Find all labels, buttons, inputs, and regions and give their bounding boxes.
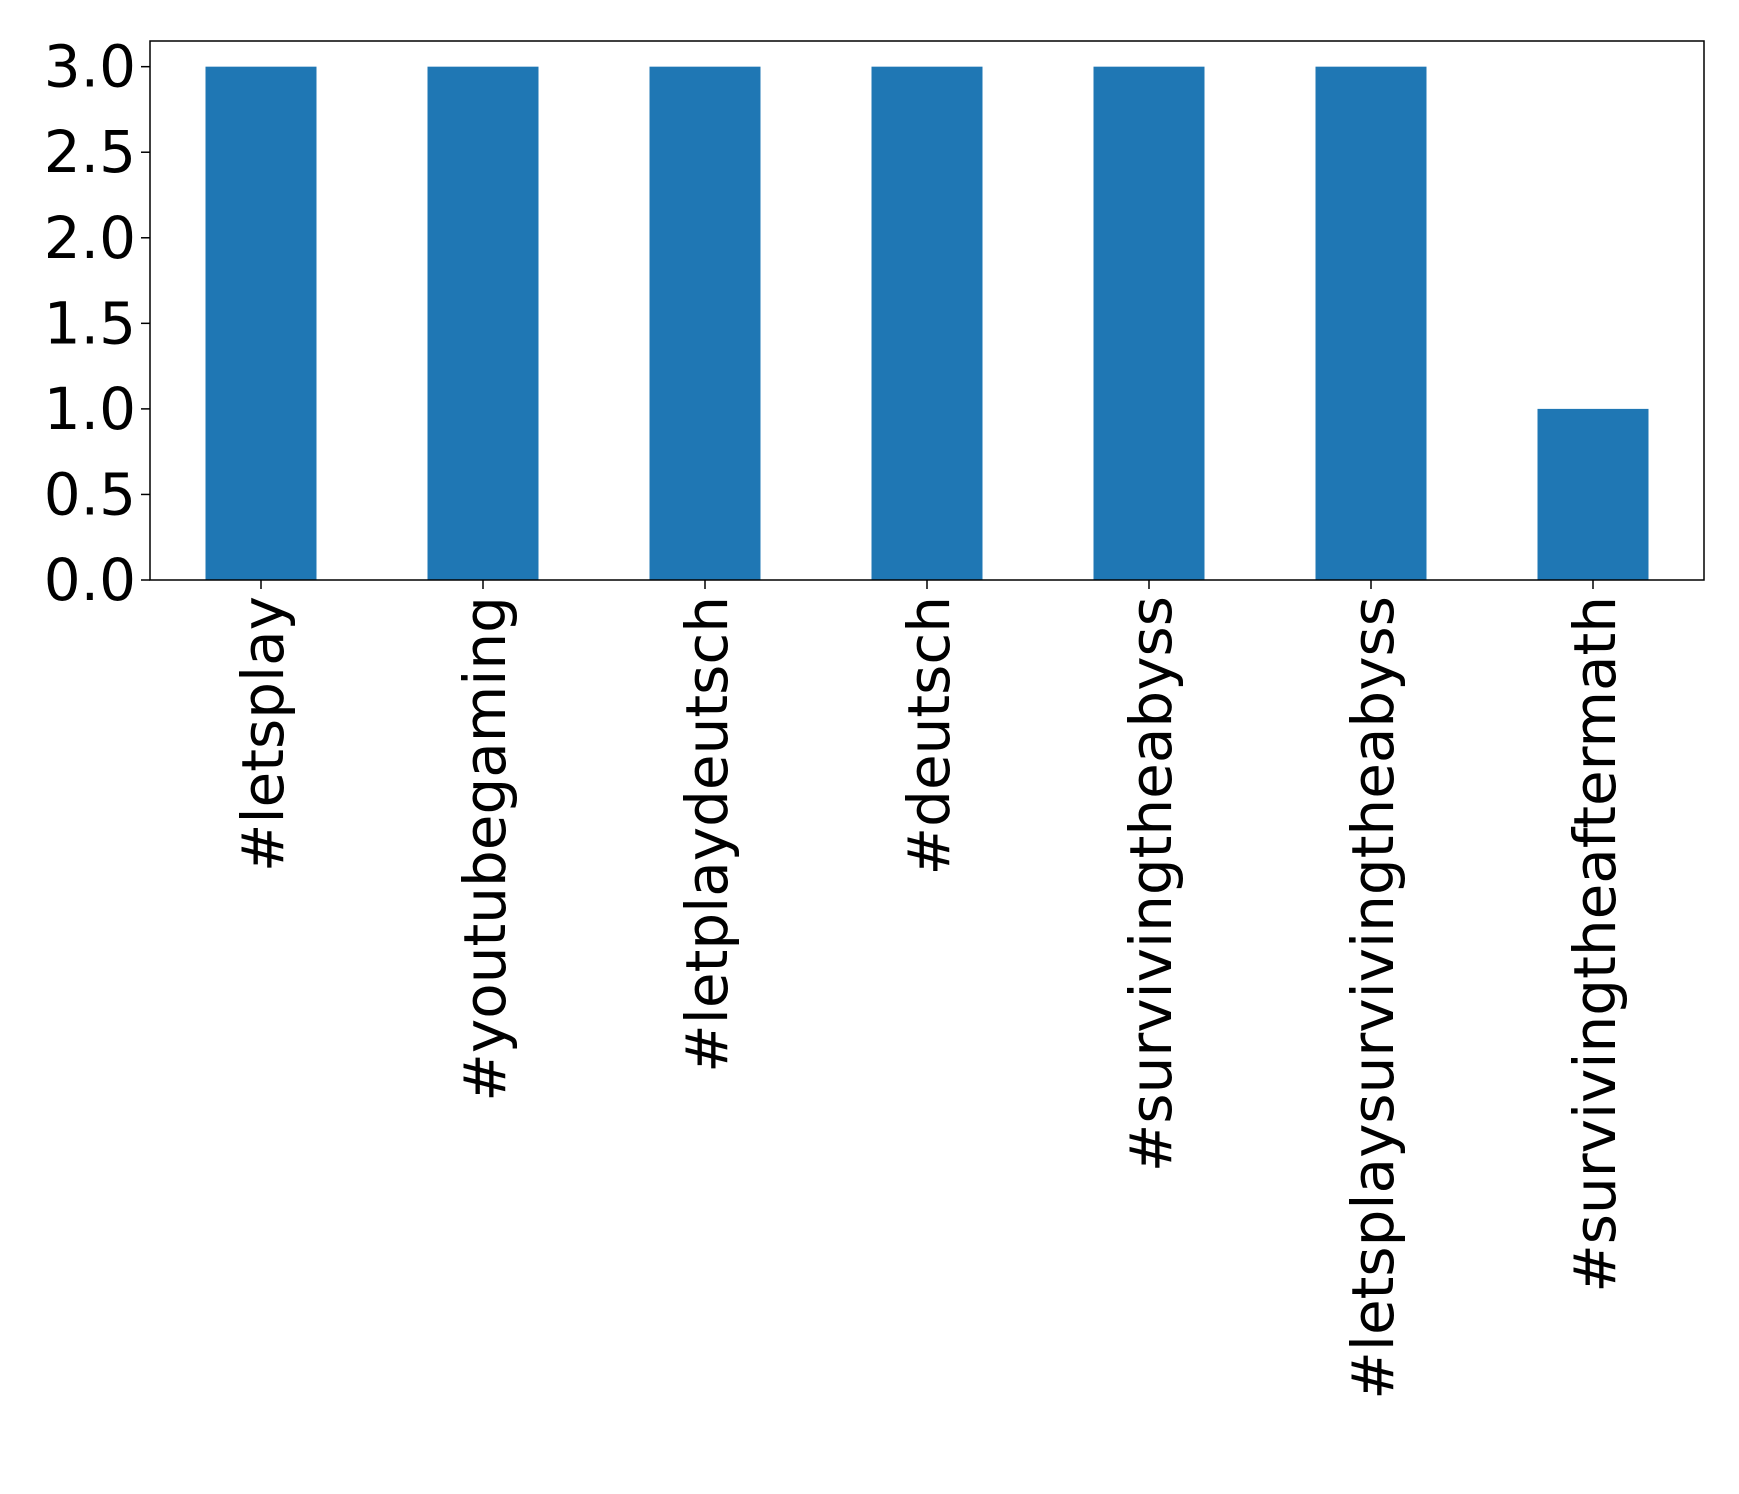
x-tick-label: #letplaydeutsch [673, 596, 741, 1073]
bar-5 [1093, 66, 1205, 580]
y-tick-label: 0.0 [44, 546, 136, 614]
y-tick-label: 1.0 [44, 375, 136, 443]
y-tick-label: 0.5 [44, 460, 136, 528]
x-tick-label: #letsplay [229, 596, 297, 872]
x-tick-label: #youtubegaming [451, 596, 519, 1102]
bar-6 [1315, 66, 1427, 580]
y-tick-label: 1.5 [44, 289, 136, 357]
x-axis-ticks: #letsplay #youtubegaming #letplaydeutsch #d… [229, 580, 1629, 1400]
x-tick-label: #survivingtheabyss [1117, 596, 1185, 1172]
x-tick-label: #letsplaysurvivingtheabyss [1339, 596, 1407, 1400]
x-tick-label: #deutsch [895, 596, 963, 875]
y-axis-ticks: 0.0 0.5 1.0 1.5 2.0 2.5 3.0 [44, 33, 150, 614]
y-tick-label: 2.5 [44, 118, 136, 186]
bar-1 [205, 66, 317, 580]
bar-7 [1537, 408, 1649, 580]
bar-4 [871, 66, 983, 580]
bar-3 [649, 66, 761, 580]
bar-2 [427, 66, 539, 580]
y-tick-label: 3.0 [44, 33, 136, 101]
bars-layer [205, 66, 1649, 580]
y-tick-label: 2.0 [44, 204, 136, 272]
x-tick-label: #survivingtheaftermath [1561, 596, 1629, 1293]
